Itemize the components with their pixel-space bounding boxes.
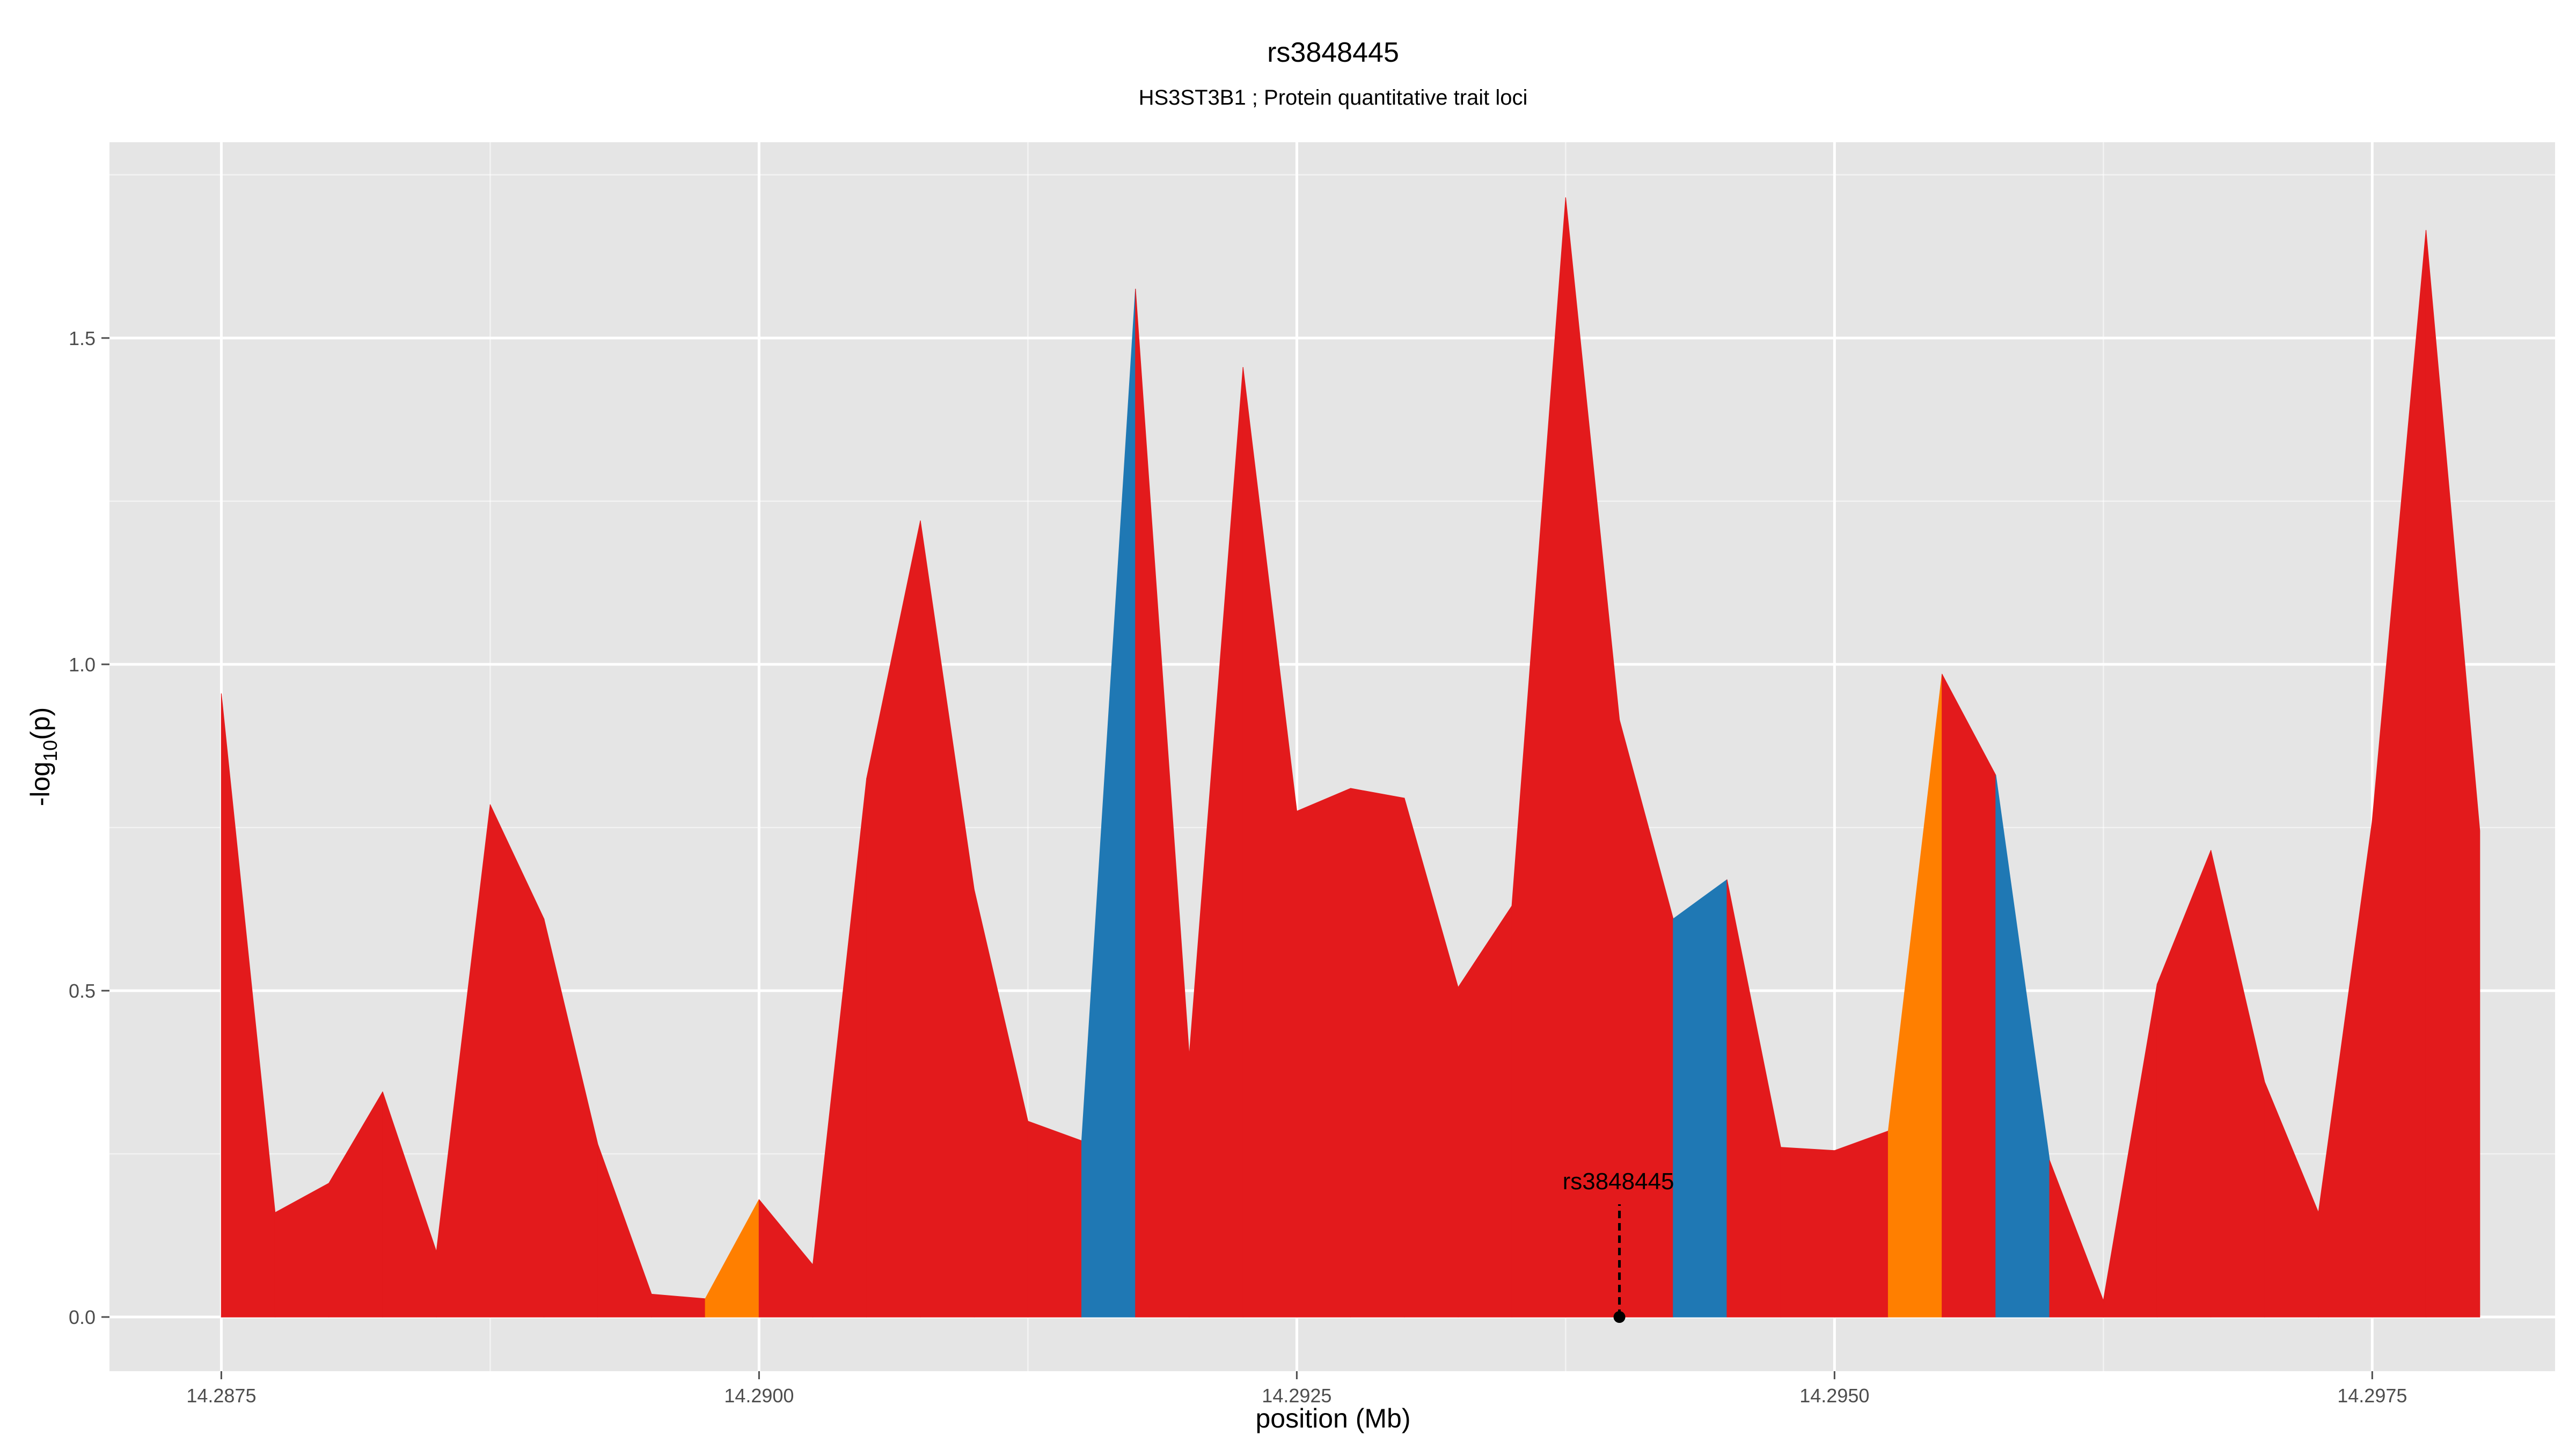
area-segment: [1780, 1147, 1835, 1318]
y-axis-label: -log10(p): [25, 707, 61, 807]
area-segment: [1834, 1130, 1889, 1318]
annotation-layer: rs3848445: [1563, 1168, 1674, 1323]
x-tick-label: 14.2900: [724, 1385, 794, 1407]
x-tick-label: 14.2925: [1262, 1385, 1331, 1407]
y-axis-label-subscript: 10: [39, 740, 61, 762]
annotation-label: rs3848445: [1563, 1168, 1674, 1195]
area-segment: [1027, 1121, 1082, 1318]
x-tick-label: 14.2875: [186, 1385, 256, 1407]
y-tick-label: 1.0: [69, 654, 96, 676]
x-tick-label: 14.2950: [1799, 1385, 1869, 1407]
y-axis-label-suffix: (p): [25, 707, 55, 740]
area-segment: [1942, 674, 1996, 1318]
x-tick-label: 14.2975: [2337, 1385, 2407, 1407]
y-tick-label: 0.0: [69, 1306, 96, 1328]
area-series: [221, 197, 2480, 1318]
annotation-marker: [1613, 1311, 1626, 1323]
chart-title: rs3848445: [1267, 37, 1399, 68]
area-segment: [1296, 788, 1351, 1318]
y-axis-label-prefix: -log: [25, 762, 55, 806]
x-axis-label: position (Mb): [1256, 1403, 1411, 1433]
area-segment: [1350, 788, 1405, 1318]
y-axis-ticks: 0.0 0.5 1.0 1.5: [69, 327, 109, 1328]
x-axis-ticks: 14.2875 14.2900 14.2925 14.2950 14.2975: [186, 1371, 2407, 1407]
area-segment: [2425, 230, 2480, 1318]
y-tick-label: 0.5: [69, 980, 96, 1002]
y-tick-label: 1.5: [69, 327, 96, 349]
area-segment: [1673, 879, 1728, 1318]
chart-subtitle: HS3ST3B1 ; Protein quantitative trait lo…: [1139, 86, 1528, 109]
